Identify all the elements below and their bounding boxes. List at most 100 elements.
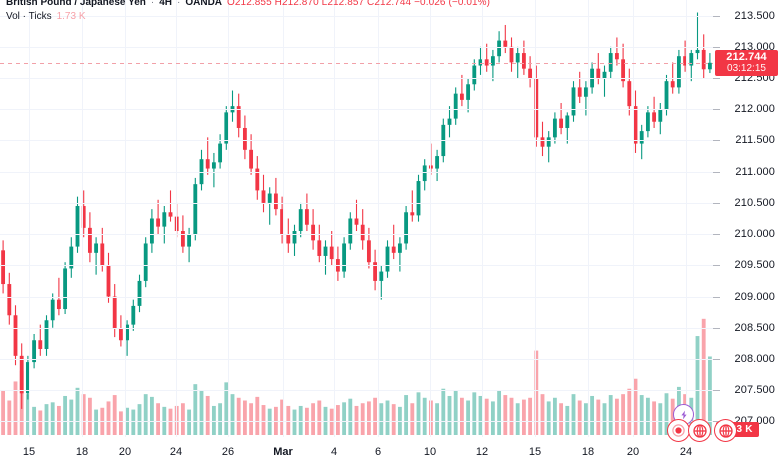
candle-body bbox=[552, 118, 557, 138]
price-tick-label: 212.000 bbox=[734, 103, 775, 116]
candle-body bbox=[385, 246, 390, 272]
volume-indicator-title[interactable]: Vol · Ticks bbox=[6, 11, 52, 22]
gridline-vertical bbox=[686, 0, 687, 437]
gridline-vertical bbox=[125, 0, 126, 437]
gridline-horizontal bbox=[0, 296, 713, 298]
volume-bar bbox=[608, 395, 613, 435]
candle-body bbox=[211, 162, 216, 169]
candle-body bbox=[614, 53, 619, 60]
candle-body bbox=[577, 87, 582, 97]
volume-bar bbox=[453, 390, 458, 435]
legend-symbol-row[interactable]: British Pound / Japanese Yen · 4H · OAND… bbox=[6, 0, 490, 9]
volume-bar bbox=[627, 388, 632, 435]
volume-bar bbox=[261, 405, 266, 435]
candle-body bbox=[670, 81, 675, 88]
volume-bar bbox=[13, 381, 18, 435]
volume-bar bbox=[81, 394, 86, 435]
gridline-horizontal bbox=[0, 390, 713, 392]
legend-volume-row[interactable]: Vol · Ticks 1.73 K bbox=[6, 11, 490, 23]
volume-bar bbox=[342, 402, 347, 435]
candle-body bbox=[230, 106, 235, 113]
symbol-title[interactable]: British Pound / Japanese Yen bbox=[6, 0, 146, 8]
volume-bar bbox=[515, 403, 520, 435]
candle-body bbox=[484, 59, 489, 66]
last-price-value: 212.744 bbox=[726, 50, 767, 63]
volume-bar bbox=[695, 336, 700, 435]
candle-body bbox=[112, 296, 117, 329]
candle-body bbox=[298, 209, 303, 231]
volume-bar bbox=[180, 403, 185, 435]
price-axis[interactable]: 213.500 213.000 212.500 212.000 211.500 211.0… bbox=[713, 0, 780, 437]
candle-body bbox=[701, 49, 706, 70]
legend-separator: · bbox=[150, 0, 155, 8]
volume-bar bbox=[410, 403, 415, 435]
volume-bar bbox=[422, 397, 427, 435]
exchange-label[interactable]: OANDA bbox=[185, 0, 223, 8]
candle-body bbox=[156, 218, 161, 227]
gridline-horizontal bbox=[0, 265, 713, 267]
candle-body bbox=[478, 59, 483, 66]
volume-bar bbox=[199, 390, 204, 435]
volume-bar bbox=[211, 405, 216, 435]
candle-body bbox=[602, 71, 607, 79]
candle-body bbox=[342, 243, 347, 272]
candle-body bbox=[391, 246, 396, 253]
candle-body bbox=[664, 81, 669, 110]
time-tick-label: 12 bbox=[475, 446, 489, 458]
candle-body bbox=[583, 87, 588, 97]
interval-label[interactable]: 4H bbox=[159, 0, 172, 8]
price-tick-mark bbox=[713, 202, 720, 204]
price-tick-label: 208.500 bbox=[734, 321, 775, 334]
gridline-horizontal bbox=[0, 78, 713, 80]
candle-body bbox=[633, 106, 638, 144]
candle-body bbox=[317, 240, 322, 256]
candle-body bbox=[497, 40, 502, 57]
volume-bar bbox=[416, 392, 421, 435]
volume-bar bbox=[100, 407, 105, 435]
globe-icon-button-2[interactable] bbox=[714, 419, 737, 442]
gridline-vertical bbox=[588, 0, 589, 437]
volume-bar bbox=[590, 395, 595, 435]
volume-bar bbox=[242, 400, 247, 435]
volume-bar bbox=[503, 395, 508, 435]
candle-body bbox=[69, 246, 74, 269]
volume-bar bbox=[298, 405, 303, 435]
globe-icon-button-1[interactable] bbox=[688, 419, 711, 442]
candle-body bbox=[689, 53, 694, 66]
candle-body bbox=[56, 299, 61, 310]
candle-body bbox=[242, 127, 247, 150]
volume-bar bbox=[44, 404, 49, 435]
candle-body bbox=[32, 340, 37, 363]
gridline-horizontal bbox=[0, 140, 713, 142]
chart-plot-area[interactable] bbox=[0, 0, 713, 437]
candle-body bbox=[459, 93, 464, 100]
candle-body bbox=[639, 131, 644, 144]
candle-body bbox=[249, 149, 254, 169]
volume-bar bbox=[397, 406, 402, 435]
candle-body bbox=[354, 218, 359, 225]
candle-body bbox=[168, 212, 173, 217]
last-price-badge[interactable]: 212.744 03:12:15 bbox=[715, 49, 778, 76]
price-tick-label: 207.500 bbox=[734, 384, 775, 397]
time-tick-label: 4 bbox=[330, 446, 338, 458]
price-tick-mark bbox=[713, 171, 720, 173]
volume-bar bbox=[559, 403, 564, 435]
record-icon-button[interactable] bbox=[667, 419, 690, 442]
time-tick-label: 15 bbox=[528, 446, 542, 458]
price-tick-mark bbox=[713, 78, 720, 80]
time-axis[interactable]: 15 18 20 24 26 Mar 4 6 10 12 15 18 20 24 bbox=[0, 437, 780, 470]
candle-body bbox=[25, 362, 30, 394]
volume-bar bbox=[354, 405, 359, 435]
candle-body bbox=[652, 112, 657, 122]
volume-bar bbox=[571, 394, 576, 435]
volume-bar bbox=[56, 405, 61, 435]
candle-body bbox=[621, 59, 626, 82]
globe-icon bbox=[718, 423, 733, 438]
volume-bar bbox=[633, 378, 638, 435]
volume-bar bbox=[137, 404, 142, 435]
gridline-vertical bbox=[633, 0, 634, 437]
volume-bar bbox=[69, 399, 74, 435]
candle-body bbox=[63, 268, 68, 310]
candle-body bbox=[472, 65, 477, 85]
volume-bar bbox=[112, 395, 117, 435]
